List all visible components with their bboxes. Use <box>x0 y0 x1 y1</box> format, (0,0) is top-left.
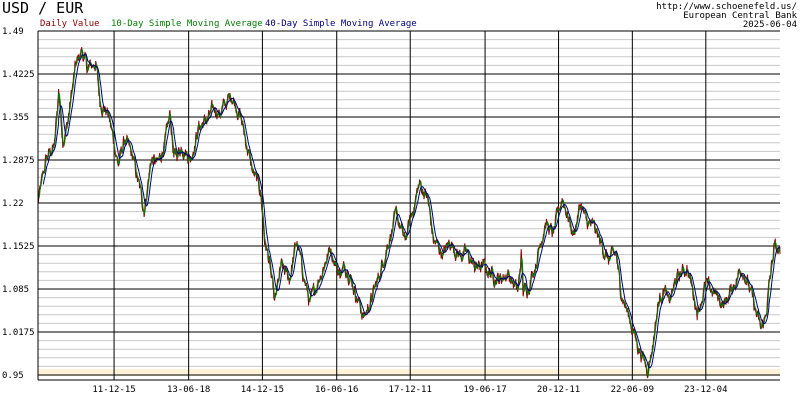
source-date: 2025-06-04 <box>743 20 797 30</box>
y-axis-labels: 1.49 1.4225 1.355 1.2875 1.22 1.1525 1.085 1.01… <box>2 27 35 381</box>
y-tick-label: 1.355 <box>2 113 29 123</box>
minor-gridlines <box>38 39 780 367</box>
x-tick-label: 17-12-11 <box>389 385 432 395</box>
x-axis-labels: 11-12-15 13-06-18 14-12-15 16-06-16 17-12-11… <box>92 385 727 395</box>
y-tick-label: 1.4225 <box>2 70 35 80</box>
x-tick-label: 16-06-16 <box>315 385 358 395</box>
major-gridlines <box>38 30 780 380</box>
series-layer <box>37 47 781 379</box>
y-tick-label: 1.22 <box>2 199 24 209</box>
x-tick-label: 13-06-18 <box>167 385 210 395</box>
source-url: http://www.schoenefeld.us/ <box>656 2 797 12</box>
x-tick-label: 19-06-17 <box>463 385 506 395</box>
y-tick-label: 1.0175 <box>2 328 35 338</box>
y-tick-label: 1.2875 <box>2 156 35 166</box>
y-tick-label: 0.95 <box>2 371 24 381</box>
series-40-day-sma <box>42 53 781 369</box>
y-tick-label: 1.49 <box>2 27 24 37</box>
x-tick-label: 20-12-11 <box>537 385 580 395</box>
y-tick-label: 1.1525 <box>2 242 35 252</box>
series-10-day-sma <box>38 48 781 377</box>
legend-10-day-sma: 10-Day Simple Moving Average <box>111 19 263 29</box>
legend-40-day-sma: 40-Day Simple Moving Average <box>265 19 417 29</box>
legend-daily-value: Daily Value <box>40 19 100 29</box>
y-tick-label: 1.085 <box>2 285 29 295</box>
x-tick-label: 22-06-09 <box>611 385 654 395</box>
x-tick-label: 11-12-15 <box>92 385 135 395</box>
source-provider: European Central Bank <box>683 11 797 21</box>
baseline-band <box>38 369 780 376</box>
x-tick-label: 14-12-15 <box>241 385 284 395</box>
x-tick-label: 23-12-04 <box>684 385 727 395</box>
chart-title: USD / EUR <box>2 0 84 17</box>
